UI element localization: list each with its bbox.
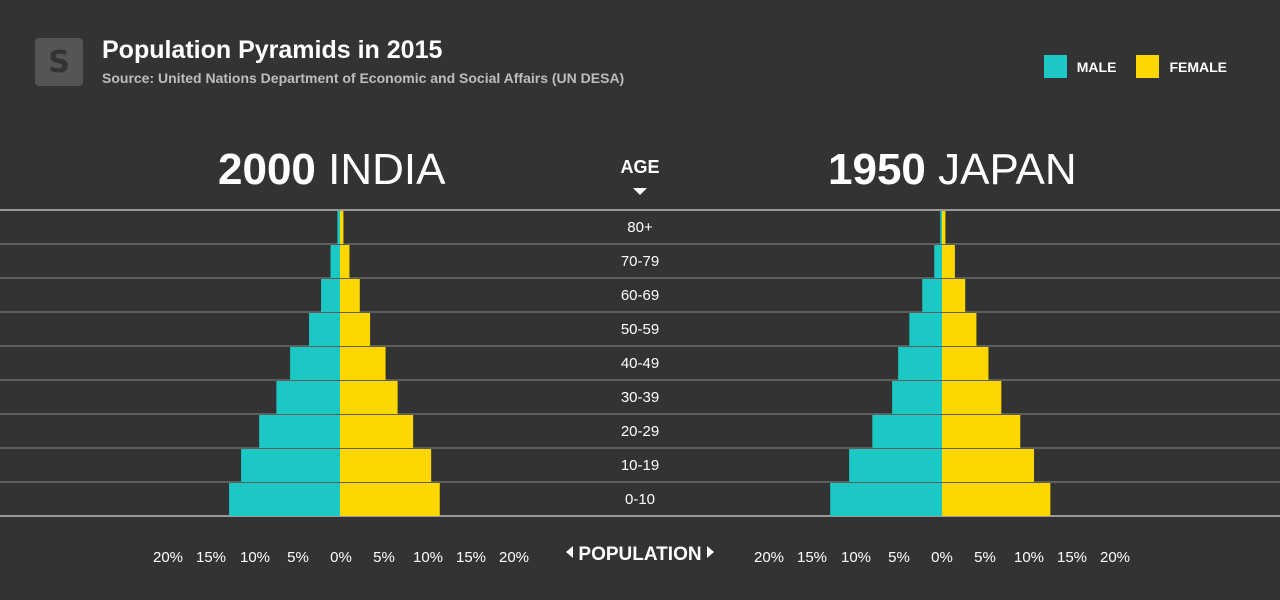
bar-female-india-20-29 xyxy=(340,415,414,448)
x-tick-label: 10% xyxy=(841,549,871,566)
bar-male-japan-50-59 xyxy=(909,313,942,346)
x-tick-label: 20% xyxy=(1100,549,1130,566)
x-tick-label: 20% xyxy=(499,549,529,566)
legend-swatch-female xyxy=(1136,55,1160,78)
x-tick-label: 15% xyxy=(1057,549,1087,566)
population-axis-label: POPULATION xyxy=(560,544,720,566)
bar-male-japan-80+ xyxy=(940,211,942,244)
x-tick-label: 5% xyxy=(373,549,395,566)
x-tick-label: 20% xyxy=(153,549,183,566)
population-label: POPULATION xyxy=(578,544,702,565)
arrow-right-icon xyxy=(706,546,714,558)
chart-country-japan: JAPAN xyxy=(938,145,1077,194)
age-category-label: 50-59 xyxy=(621,321,659,338)
legend-item-female: FEMALE xyxy=(1136,55,1227,78)
bar-female-japan-80+ xyxy=(942,211,946,244)
bar-male-india-30-39 xyxy=(276,381,340,414)
bar-male-japan-70-79 xyxy=(934,245,942,278)
bar-male-india-40-49 xyxy=(290,347,340,380)
legend-label-male: MALE xyxy=(1076,58,1117,75)
bar-male-japan-20-29 xyxy=(872,415,942,448)
x-tick-label: 15% xyxy=(456,549,486,566)
age-axis-header: AGE xyxy=(620,157,660,177)
bar-female-japan-0-10 xyxy=(942,483,1051,516)
bar-male-japan-10-19 xyxy=(849,449,942,482)
legend-item-male: MALE xyxy=(1043,55,1117,78)
bar-male-india-60-69 xyxy=(321,279,340,312)
bar-female-japan-50-59 xyxy=(942,313,977,346)
arrow-left-icon xyxy=(566,546,574,558)
bar-female-japan-20-29 xyxy=(942,415,1021,448)
bar-male-japan-60-69 xyxy=(922,279,942,312)
bar-female-india-50-59 xyxy=(340,313,371,346)
bar-female-japan-40-49 xyxy=(942,347,989,380)
bar-male-japan-30-39 xyxy=(892,381,942,414)
chart-heading-india: 2000 INDIA xyxy=(218,145,445,195)
bar-female-india-80+ xyxy=(340,211,344,244)
bar-male-india-20-29 xyxy=(259,415,340,448)
chart-heading-japan: 1950 JAPAN xyxy=(828,145,1077,195)
bar-female-india-70-79 xyxy=(340,245,350,278)
age-category-label: 40-49 xyxy=(621,355,659,372)
bar-female-japan-70-79 xyxy=(942,245,955,278)
x-tick-label: 5% xyxy=(974,549,996,566)
chart-year-india: 2000 xyxy=(218,145,316,194)
x-tick-label: 20% xyxy=(754,549,784,566)
page-title: Population Pyramids in 2015 xyxy=(102,36,443,64)
age-category-label: 70-79 xyxy=(621,253,659,270)
bar-male-india-10-19 xyxy=(241,449,340,482)
bar-female-india-10-19 xyxy=(340,449,432,482)
bar-female-india-60-69 xyxy=(340,279,360,312)
x-tick-label: 15% xyxy=(797,549,827,566)
bar-male-india-70-79 xyxy=(330,245,340,278)
x-tick-label: 10% xyxy=(1014,549,1044,566)
bar-female-india-0-10 xyxy=(340,483,440,516)
age-category-label: 80+ xyxy=(627,219,653,236)
bar-female-india-30-39 xyxy=(340,381,398,414)
bar-male-india-50-59 xyxy=(309,313,340,346)
legend-label-female: FEMALE xyxy=(1169,58,1227,75)
chart-year-japan: 1950 xyxy=(828,145,926,194)
bar-male-japan-0-10 xyxy=(830,483,942,516)
chart-country-india: INDIA xyxy=(328,145,446,194)
bar-female-japan-30-39 xyxy=(942,381,1002,414)
bar-male-india-0-10 xyxy=(229,483,340,516)
bar-male-japan-40-49 xyxy=(898,347,942,380)
page-subtitle: Source: United Nations Department of Eco… xyxy=(102,70,625,86)
bar-male-india-80+ xyxy=(337,211,340,244)
x-tick-label: 5% xyxy=(888,549,910,566)
age-category-label: 60-69 xyxy=(621,287,659,304)
x-tick-label: 5% xyxy=(287,549,309,566)
age-category-label: 30-39 xyxy=(621,389,659,406)
bar-female-japan-60-69 xyxy=(942,279,966,312)
bar-female-japan-10-19 xyxy=(942,449,1035,482)
x-tick-label: 0% xyxy=(931,549,953,566)
x-tick-label: 15% xyxy=(196,549,226,566)
x-tick-label: 10% xyxy=(413,549,443,566)
brand-logo: S xyxy=(35,38,83,86)
x-tick-label: 10% xyxy=(240,549,270,566)
legend-swatch-male xyxy=(1043,55,1067,78)
age-category-label: 10-19 xyxy=(621,457,659,474)
legend: MALE FEMALE xyxy=(1024,55,1227,78)
age-category-label: 0-10 xyxy=(625,491,655,508)
x-tick-label: 0% xyxy=(330,549,352,566)
age-category-label: 20-29 xyxy=(621,423,659,440)
bar-female-india-40-49 xyxy=(340,347,386,380)
chevron-down-icon xyxy=(633,188,647,195)
